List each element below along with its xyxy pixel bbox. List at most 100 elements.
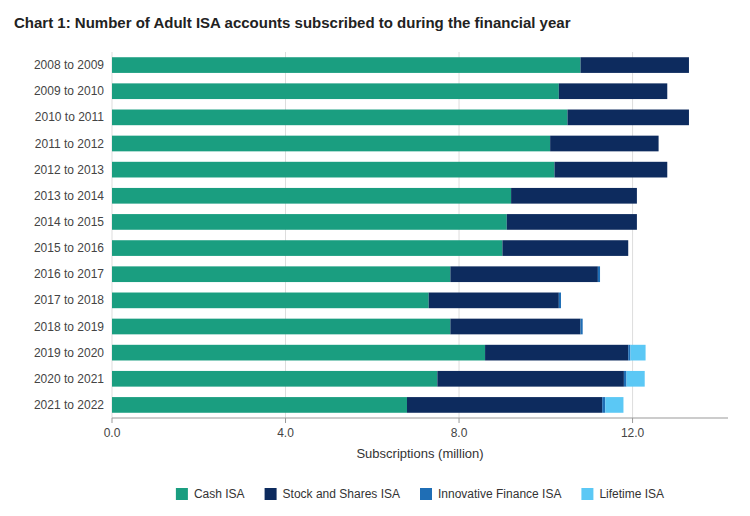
bar-segment bbox=[605, 397, 623, 413]
bar-segment bbox=[429, 293, 559, 309]
bar-segment bbox=[407, 397, 602, 413]
bar-segment bbox=[112, 214, 507, 230]
y-tick-label: 2011 to 2012 bbox=[35, 137, 105, 151]
bar-segment bbox=[112, 136, 550, 152]
y-tick-label: 2016 to 2017 bbox=[34, 267, 104, 281]
legend-item: Cash ISA bbox=[176, 487, 245, 501]
bar-segment bbox=[628, 240, 629, 256]
grid-line bbox=[632, 52, 633, 418]
legend-label: Stock and Shares ISA bbox=[283, 487, 400, 501]
bar-segment bbox=[507, 214, 637, 230]
grid-line bbox=[459, 52, 460, 418]
legend-label: Innovative Finance ISA bbox=[438, 487, 561, 501]
bar-segment bbox=[624, 371, 627, 387]
bar-segment bbox=[636, 214, 637, 230]
bar-segment bbox=[688, 110, 689, 126]
bar-segment bbox=[112, 83, 559, 99]
y-tick-label: 2008 to 2009 bbox=[34, 58, 104, 72]
y-tick-label: 2010 to 2011 bbox=[35, 110, 105, 124]
bar-segment bbox=[112, 293, 429, 309]
bar-segment bbox=[628, 240, 629, 256]
y-tick-label: 2021 to 2022 bbox=[34, 398, 104, 412]
legend-swatch bbox=[265, 488, 277, 500]
y-tick-label: 2018 to 2019 bbox=[34, 320, 104, 334]
bar-segment bbox=[667, 162, 668, 178]
bar-segment bbox=[112, 397, 407, 413]
legend-label: Lifetime ISA bbox=[599, 487, 664, 501]
tick-mark bbox=[285, 418, 286, 423]
legend-swatch bbox=[420, 488, 432, 500]
legend-swatch bbox=[581, 488, 593, 500]
legend-label: Cash ISA bbox=[194, 487, 245, 501]
bar-segment bbox=[502, 240, 628, 256]
bar-segment bbox=[450, 319, 580, 335]
bar-segment bbox=[567, 110, 688, 126]
bars bbox=[112, 57, 689, 413]
bar-segment bbox=[628, 345, 630, 361]
bar-segment bbox=[626, 371, 644, 387]
title: Chart 1: Number of Adult ISA accounts su… bbox=[14, 14, 571, 31]
bar-segment bbox=[112, 162, 554, 178]
grid bbox=[112, 52, 633, 418]
legend-item: Lifetime ISA bbox=[581, 487, 664, 501]
x-tick-label: 0.0 bbox=[104, 426, 121, 440]
bar-segment bbox=[658, 136, 659, 152]
bar-segment bbox=[636, 188, 637, 204]
bar-segment bbox=[559, 83, 667, 99]
bar-segment bbox=[658, 136, 659, 152]
bar-segment bbox=[581, 57, 689, 73]
bar-segment bbox=[636, 188, 637, 204]
bar-segment bbox=[485, 345, 628, 361]
bar-segment bbox=[581, 319, 583, 335]
background bbox=[0, 0, 750, 516]
bar-segment bbox=[112, 110, 567, 126]
tick-mark bbox=[459, 418, 460, 423]
bar-segment bbox=[112, 266, 450, 282]
x-tick-label: 12.0 bbox=[621, 426, 645, 440]
y-tick-label: 2019 to 2020 bbox=[34, 346, 104, 360]
bar-segment bbox=[598, 266, 600, 282]
tick-mark bbox=[112, 418, 113, 423]
legend: Cash ISA Stock and Shares ISA Innovative F… bbox=[176, 487, 664, 501]
legend-item: Stock and Shares ISA bbox=[265, 487, 400, 501]
bar-segment bbox=[602, 397, 605, 413]
x-axis-line bbox=[112, 418, 728, 419]
bar-segment bbox=[688, 57, 689, 73]
legend-swatch bbox=[176, 488, 188, 500]
y-tick-label: 2017 to 2018 bbox=[34, 293, 104, 307]
y-tick-label: 2015 to 2016 bbox=[34, 241, 104, 255]
tick-mark bbox=[632, 418, 633, 423]
chart: Chart 1: Number of Adult ISA accounts su… bbox=[0, 0, 750, 516]
bar-segment bbox=[112, 57, 581, 73]
bar-segment bbox=[511, 188, 637, 204]
bar-segment bbox=[630, 345, 645, 361]
y-tick-label: 2020 to 2021 bbox=[34, 372, 104, 386]
bar-segment bbox=[667, 162, 668, 178]
bar-segment bbox=[600, 266, 601, 282]
bar-segment bbox=[437, 371, 624, 387]
y-tick-label: 2012 to 2013 bbox=[34, 163, 104, 177]
bar-segment bbox=[112, 319, 450, 335]
bar-segment bbox=[688, 57, 689, 73]
bar-segment bbox=[450, 266, 597, 282]
x-tick-label: 8.0 bbox=[451, 426, 468, 440]
legend-item: Innovative Finance ISA bbox=[420, 487, 561, 501]
bar-segment bbox=[112, 345, 485, 361]
x-tick-label: 4.0 bbox=[277, 426, 294, 440]
bar-segment bbox=[112, 188, 511, 204]
y-tick-label: 2009 to 2010 bbox=[34, 84, 104, 98]
y-tick-label: 2014 to 2015 bbox=[34, 215, 104, 229]
bar-segment bbox=[667, 83, 668, 99]
bar-segment bbox=[554, 162, 667, 178]
bar-segment bbox=[559, 293, 561, 309]
bar-segment bbox=[112, 371, 437, 387]
grid-line bbox=[285, 52, 286, 418]
bar-segment bbox=[688, 110, 689, 126]
bar-segment bbox=[667, 83, 668, 99]
bar-segment bbox=[636, 214, 637, 230]
bar-segment bbox=[112, 240, 502, 256]
grid-line bbox=[112, 52, 113, 418]
bar-segment bbox=[582, 319, 583, 335]
bar-segment bbox=[560, 293, 561, 309]
y-tick-label: 2013 to 2014 bbox=[34, 189, 104, 203]
